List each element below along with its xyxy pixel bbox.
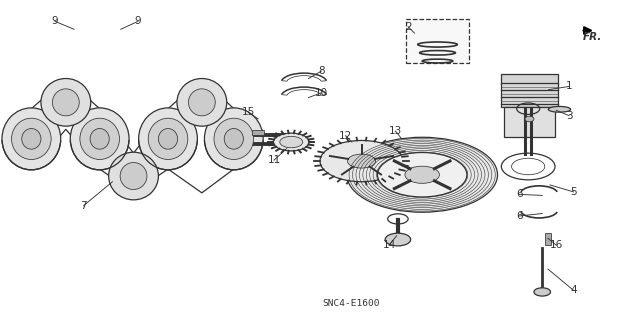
Text: 11: 11 — [268, 155, 281, 165]
Ellipse shape — [548, 107, 571, 112]
Circle shape — [280, 136, 303, 148]
Ellipse shape — [139, 108, 197, 170]
Text: 10: 10 — [315, 88, 328, 98]
Ellipse shape — [120, 162, 147, 189]
Text: 4: 4 — [570, 286, 577, 295]
Text: 9: 9 — [134, 16, 141, 26]
Ellipse shape — [148, 118, 188, 160]
Ellipse shape — [525, 116, 534, 122]
Ellipse shape — [70, 108, 129, 170]
Text: 14: 14 — [382, 240, 396, 250]
Circle shape — [348, 154, 376, 168]
Text: 13: 13 — [388, 126, 402, 136]
Text: 7: 7 — [81, 201, 87, 211]
Ellipse shape — [52, 89, 79, 116]
Text: 6: 6 — [516, 211, 522, 221]
Bar — [501, 74, 557, 85]
Ellipse shape — [90, 129, 109, 149]
Text: FR.: FR. — [583, 33, 602, 42]
Text: 2: 2 — [405, 22, 412, 32]
Polygon shape — [252, 130, 264, 135]
Ellipse shape — [214, 118, 253, 160]
Text: 9: 9 — [52, 16, 58, 26]
Bar — [545, 233, 550, 245]
Ellipse shape — [188, 89, 215, 116]
Text: 12: 12 — [339, 131, 352, 141]
Ellipse shape — [80, 118, 120, 160]
Text: 6: 6 — [516, 189, 522, 199]
Ellipse shape — [109, 152, 159, 200]
Ellipse shape — [159, 129, 177, 149]
Ellipse shape — [22, 129, 41, 149]
Ellipse shape — [12, 118, 51, 160]
Circle shape — [378, 152, 467, 197]
Bar — [501, 83, 557, 107]
Text: 1: 1 — [566, 81, 572, 92]
Text: 5: 5 — [570, 187, 577, 197]
Text: 15: 15 — [242, 108, 255, 117]
Ellipse shape — [204, 108, 263, 170]
Circle shape — [534, 288, 550, 296]
Bar — [504, 107, 556, 137]
Ellipse shape — [41, 78, 91, 126]
Circle shape — [405, 166, 440, 183]
Circle shape — [385, 233, 411, 246]
Ellipse shape — [177, 78, 227, 126]
Ellipse shape — [224, 129, 243, 149]
Text: 16: 16 — [550, 240, 563, 250]
Circle shape — [320, 140, 403, 182]
Ellipse shape — [2, 108, 61, 170]
Text: 8: 8 — [318, 66, 324, 76]
Circle shape — [347, 137, 497, 212]
Text: SNC4-E1600: SNC4-E1600 — [322, 299, 380, 308]
Circle shape — [273, 133, 309, 151]
Text: 3: 3 — [566, 111, 572, 121]
FancyBboxPatch shape — [406, 19, 468, 63]
